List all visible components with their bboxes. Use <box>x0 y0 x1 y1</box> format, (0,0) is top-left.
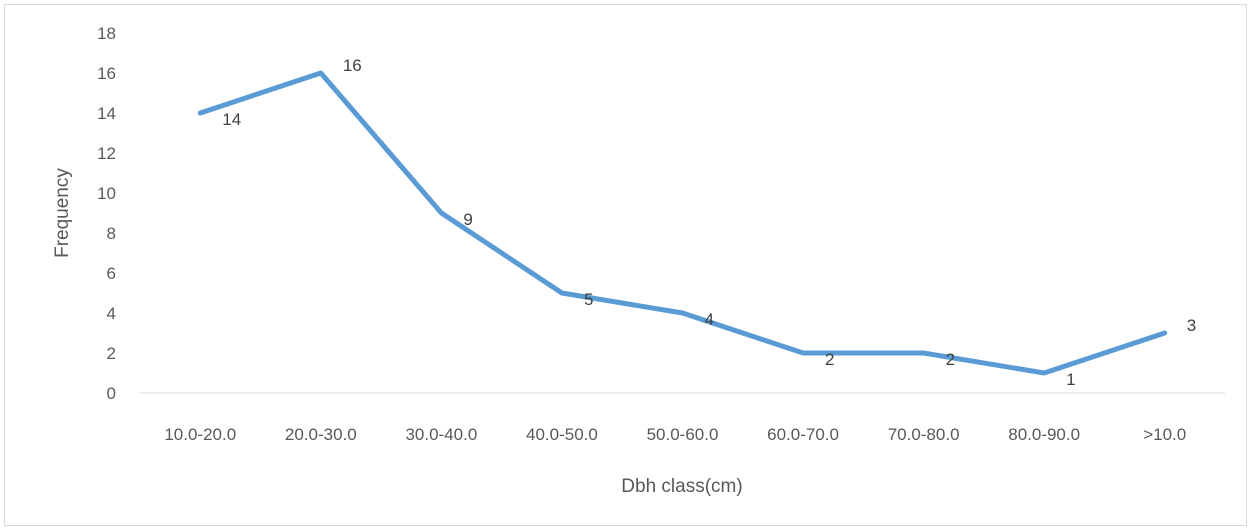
x-tick-label: 80.0-90.0 <box>1008 425 1080 444</box>
series-line-frequency <box>197 70 1168 376</box>
x-tick-label: 60.0-70.0 <box>767 425 839 444</box>
data-label: 16 <box>343 56 362 75</box>
data-label: 4 <box>705 310 714 329</box>
y-tick-label: 8 <box>107 224 116 243</box>
y-tick-label: 14 <box>97 104 116 123</box>
y-axis-ticks: 0 2 4 6 8 10 12 14 16 18 <box>97 24 116 403</box>
x-tick-label: 30.0-40.0 <box>405 425 477 444</box>
data-label: 2 <box>825 350 834 369</box>
y-tick-label: 6 <box>107 264 116 283</box>
y-tick-label: 10 <box>97 184 116 203</box>
x-axis-title: Dbh class(cm) <box>621 476 742 497</box>
data-label: 3 <box>1187 316 1196 335</box>
y-tick-label: 12 <box>97 144 116 163</box>
data-label: 5 <box>584 290 593 309</box>
x-tick-label: 50.0-60.0 <box>647 425 719 444</box>
x-tick-label: 10.0-20.0 <box>164 425 236 444</box>
y-tick-label: 2 <box>107 344 116 363</box>
y-axis-title: Frequency <box>52 168 73 258</box>
data-label: 14 <box>222 110 241 129</box>
x-tick-label: >10.0 <box>1143 425 1186 444</box>
x-axis-ticks: 10.0-20.0 20.0-30.0 30.0-40.0 40.0-50.0 50.0… <box>164 425 1186 444</box>
chart-frame <box>4 4 1247 526</box>
y-tick-label: 16 <box>97 64 116 83</box>
data-labels: 14 16 9 5 4 2 2 1 3 <box>222 56 1196 389</box>
x-tick-label: 20.0-30.0 <box>285 425 357 444</box>
x-tick-label: 40.0-50.0 <box>526 425 598 444</box>
data-label: 1 <box>1066 370 1075 389</box>
data-label: 9 <box>463 210 472 229</box>
x-tick-label: 70.0-80.0 <box>888 425 960 444</box>
data-label: 2 <box>946 350 955 369</box>
y-tick-label: 18 <box>97 24 116 43</box>
y-tick-label: 4 <box>107 304 116 323</box>
y-tick-label: 0 <box>107 384 116 403</box>
